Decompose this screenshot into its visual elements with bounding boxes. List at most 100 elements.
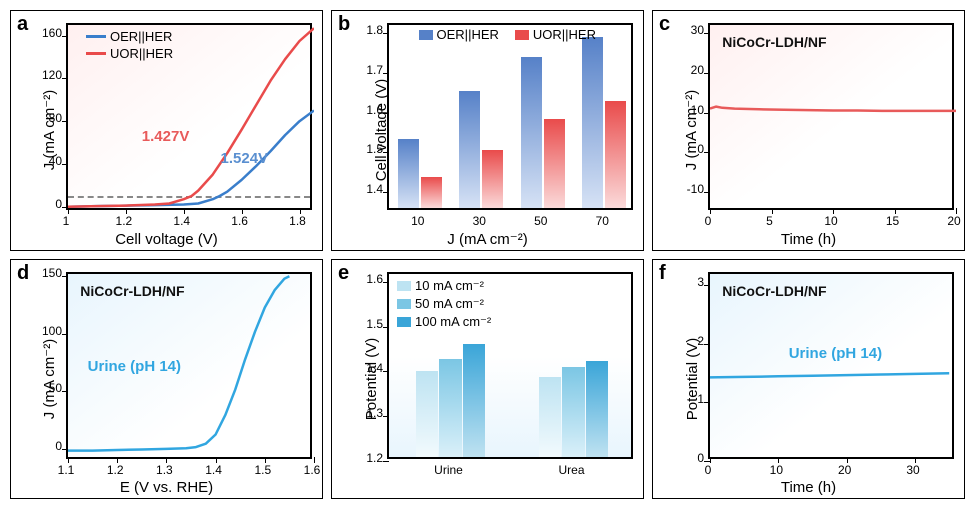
x-axis-label: Time (h) xyxy=(781,479,836,496)
bar xyxy=(605,101,626,208)
y-tick-label: 20 xyxy=(674,63,704,77)
curve-svg xyxy=(710,25,956,212)
legend-swatch xyxy=(397,299,411,309)
x-tick-label: 1.2 xyxy=(112,214,136,228)
y-tick-label: 1.5 xyxy=(353,142,383,156)
y-tick-label: 30 xyxy=(674,23,704,37)
y-tick-label: 0 xyxy=(32,439,62,453)
x-tick-label: 20 xyxy=(833,463,857,477)
curve-svg xyxy=(710,274,956,461)
x-tick-label: 5 xyxy=(758,214,782,228)
bar xyxy=(398,139,419,208)
figure-grid: 1.427V1.524VOER||HERUOR||HERaJ (mA cm⁻²)… xyxy=(10,10,965,499)
x-tick-label: 15 xyxy=(881,214,905,228)
legend: OER||HERUOR||HER xyxy=(86,29,173,63)
plot-area: NiCoCr-LDH/NF xyxy=(708,23,954,210)
annotation: Urine (pH 14) xyxy=(88,358,181,375)
annotation: 1.524V xyxy=(221,150,269,167)
legend-label: 10 mA cm⁻² xyxy=(415,278,484,294)
plot-area: OER||HER UOR||HER xyxy=(387,23,633,210)
y-tick-label: 160 xyxy=(32,26,62,40)
y-axis-label: Potential (V) xyxy=(684,337,701,420)
y-tick-label: 1 xyxy=(674,392,704,406)
x-axis-label: Time (h) xyxy=(781,231,836,248)
annotation: 1.427V xyxy=(142,128,190,145)
panel-f: NiCoCr-LDH/NF Urine (pH 14) f Potential (V)… xyxy=(652,259,965,500)
x-tick-label: 1.3 xyxy=(152,463,176,477)
x-tick-label: 1.4 xyxy=(202,463,226,477)
x-tick-label: 30 xyxy=(901,463,925,477)
legend-item: UOR||HER xyxy=(515,27,596,42)
bar xyxy=(416,371,438,456)
legend-label: OER||HER xyxy=(437,27,499,42)
y-tick-label: 120 xyxy=(32,68,62,82)
x-axis-label: E (V vs. RHE) xyxy=(120,479,213,496)
y-tick-label: 0 xyxy=(32,197,62,211)
plot-area: NiCoCr-LDH/NF Urine (pH 14) xyxy=(66,272,312,459)
plot-area: 10 mA cm⁻² 50 mA cm⁻² 100 mA cm⁻² xyxy=(387,272,633,459)
y-tick-label: 1.4 xyxy=(353,182,383,196)
x-category-label: 10 xyxy=(398,214,438,228)
panel-letter: f xyxy=(659,262,666,285)
bar xyxy=(421,177,442,208)
x-tick-label: 0 xyxy=(696,463,720,477)
legend-item: 100 mA cm⁻² xyxy=(397,314,491,330)
x-tick-label: 1.6 xyxy=(300,463,323,477)
x-tick-label: 1.6 xyxy=(228,214,252,228)
x-tick-label: 10 xyxy=(764,463,788,477)
legend-label: UOR||HER xyxy=(110,46,173,61)
bar xyxy=(521,57,542,208)
legend: 10 mA cm⁻² 50 mA cm⁻² 100 mA cm⁻² xyxy=(397,278,491,332)
x-category-label: 70 xyxy=(582,214,622,228)
x-axis-label: J (mA cm⁻²) xyxy=(447,230,527,248)
x-tick-label: 0 xyxy=(696,214,720,228)
legend: OER||HER UOR||HER xyxy=(419,27,596,44)
y-tick-label: 1.6 xyxy=(353,103,383,117)
bar xyxy=(463,344,485,456)
legend-swatch xyxy=(86,52,106,55)
y-tick-label: -10 xyxy=(674,182,704,196)
legend-swatch xyxy=(419,30,433,40)
legend-label: 50 mA cm⁻² xyxy=(415,296,484,312)
bar xyxy=(582,37,603,208)
legend-item: OER||HER xyxy=(419,27,499,42)
y-tick-label: 50 xyxy=(32,381,62,395)
bar xyxy=(459,91,480,208)
y-tick-label: 80 xyxy=(32,111,62,125)
panel-e: 10 mA cm⁻²50 mA cm⁻²100 mA cm⁻²ePotentia… xyxy=(331,259,644,500)
bar xyxy=(544,119,565,208)
bar xyxy=(539,377,561,456)
bar xyxy=(439,359,461,457)
y-tick-label: 100 xyxy=(32,324,62,338)
legend-swatch xyxy=(515,30,529,40)
legend-item: 10 mA cm⁻² xyxy=(397,278,491,294)
material-tag: NiCoCr-LDH/NF xyxy=(722,34,826,50)
panel-letter: c xyxy=(659,13,670,36)
y-tick-label: 1.6 xyxy=(353,272,383,286)
panel-c: NiCoCr-LDH/NFcJ (mA cm⁻²)Time (h)0510152… xyxy=(652,10,965,251)
x-tick-label: 1.4 xyxy=(170,214,194,228)
y-tick-label: 1.3 xyxy=(353,406,383,420)
material-tag: NiCoCr-LDH/NF xyxy=(80,283,184,299)
legend-swatch xyxy=(86,35,106,38)
y-tick-label: 1.5 xyxy=(353,317,383,331)
plot-area: 1.427V 1.524V OER||HERUOR||HER xyxy=(66,23,312,210)
y-tick-label: 1.7 xyxy=(353,63,383,77)
panel-a: 1.427V1.524VOER||HERUOR||HERaJ (mA cm⁻²)… xyxy=(10,10,323,251)
panel-letter: b xyxy=(338,13,350,36)
material-tag: NiCoCr-LDH/NF xyxy=(722,283,826,299)
panel-b: OER||HERUOR||HERbCell voltage (V)J (mA c… xyxy=(331,10,644,251)
bar xyxy=(482,150,503,208)
annotation: Urine (pH 14) xyxy=(789,345,882,362)
x-tick-label: 1.2 xyxy=(103,463,127,477)
y-tick-label: 40 xyxy=(32,154,62,168)
legend-swatch xyxy=(397,317,411,327)
x-tick-label: 1 xyxy=(54,214,78,228)
panel-letter: a xyxy=(17,13,28,36)
series-line xyxy=(710,107,956,111)
x-category-label: Urea xyxy=(552,463,592,477)
y-tick-label: 1.4 xyxy=(353,361,383,375)
plot-area: NiCoCr-LDH/NF Urine (pH 14) xyxy=(708,272,954,459)
legend-swatch xyxy=(397,281,411,291)
y-tick-label: 1.8 xyxy=(353,23,383,37)
